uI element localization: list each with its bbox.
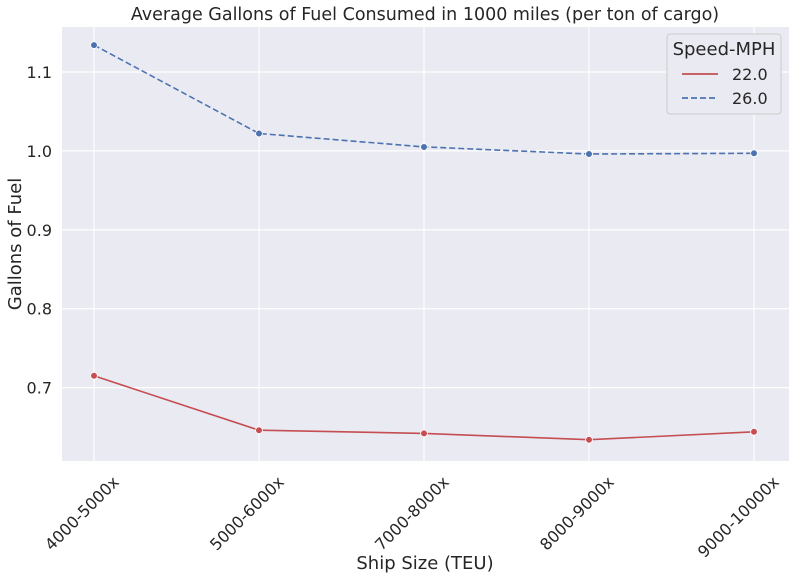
y-axis-title: Gallons of Fuel <box>5 178 26 310</box>
data-point-22.0-4 <box>750 428 758 436</box>
x-tick-label: 4000-5000x <box>41 472 123 554</box>
data-point-26.0-2 <box>420 143 428 151</box>
series-points <box>90 41 758 444</box>
x-axis-title: Ship Size (TEU) <box>356 553 493 574</box>
y-tick-label: 0.7 <box>27 379 52 398</box>
legend-title: Speed-MPH <box>673 39 776 60</box>
legend-box <box>666 33 782 115</box>
y-tick-label: 0.8 <box>27 300 52 319</box>
y-tick-label: 1.1 <box>27 63 52 82</box>
data-point-26.0-3 <box>585 150 593 158</box>
x-tick-labels: 4000-5000x 5000-6000x 7000-8000x 8000-9000x… <box>41 472 783 561</box>
legend: Speed-MPH 22.0 26.0 <box>666 33 782 115</box>
data-point-26.0-0 <box>90 41 98 49</box>
x-tick-label: 7000-8000x <box>371 472 453 554</box>
y-tick-labels: 0.7 0.8 0.9 1.0 1.1 <box>27 63 52 398</box>
data-point-26.0-4 <box>750 149 758 158</box>
x-tick-label: 9000-10000x <box>694 472 783 561</box>
chart-title: Average Gallons of Fuel Consumed in 1000… <box>131 5 719 25</box>
data-point-22.0-3 <box>585 435 593 444</box>
legend-label-22: 22.0 <box>732 65 768 84</box>
data-point-26.0-1 <box>255 129 263 138</box>
x-tick-label: 8000-9000x <box>536 472 618 554</box>
data-point-22.0-2 <box>420 429 428 438</box>
x-tick-label: 5000-6000x <box>206 472 288 554</box>
data-point-22.0-0 <box>90 371 98 380</box>
y-tick-label: 1.0 <box>27 142 52 161</box>
legend-label-26: 26.0 <box>732 89 768 108</box>
y-tick-label: 0.9 <box>27 221 52 240</box>
data-point-22.0-1 <box>255 426 263 435</box>
